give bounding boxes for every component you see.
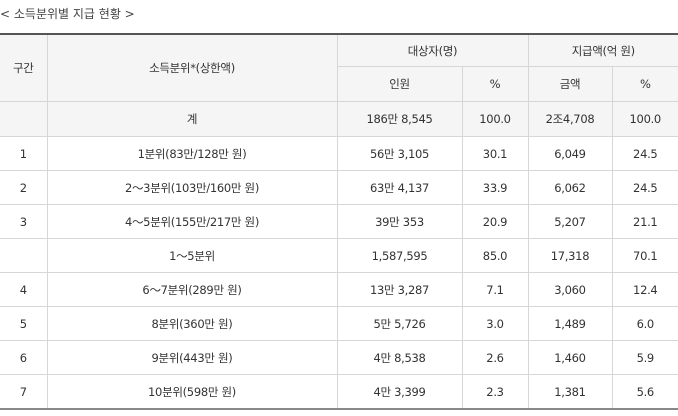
header-money: 금액 bbox=[527, 66, 613, 102]
total-row: 계 186만 8,545 100.0 2조4,708 100.0 bbox=[0, 101, 678, 137]
row-people: 39만 353 bbox=[336, 204, 463, 239]
table-row: 3 4～5분위(155만/217만 원) 39만 353 20.9 5,207 … bbox=[0, 204, 678, 239]
table-row: 6 9분위(443만 원) 4만 8,538 2.6 1,460 5.9 bbox=[0, 340, 678, 375]
table-row: 7 10분위(598만 원) 4만 3,399 2.3 1,381 5.6 bbox=[0, 374, 678, 410]
row-people: 1,587,595 bbox=[336, 238, 463, 273]
row-section: 6 bbox=[0, 340, 48, 375]
row-amount-pct: 5.9 bbox=[611, 340, 678, 375]
row-people: 4만 8,538 bbox=[336, 340, 463, 375]
total-people: 186만 8,545 bbox=[336, 101, 463, 137]
header-recipients: 대상자(명) bbox=[336, 33, 529, 67]
row-people: 63만 4,137 bbox=[336, 170, 463, 205]
row-people: 5만 5,726 bbox=[336, 306, 463, 341]
total-label: 계 bbox=[46, 101, 338, 137]
row-band: 1～5분위 bbox=[46, 238, 338, 273]
row-amount: 1,381 bbox=[527, 374, 613, 410]
row-section: 3 bbox=[0, 204, 48, 239]
row-people-pct: 85.0 bbox=[461, 238, 529, 273]
row-amount: 6,049 bbox=[527, 136, 613, 171]
row-band: 2～3분위(103만/160만 원) bbox=[46, 170, 338, 205]
row-people-pct: 20.9 bbox=[461, 204, 529, 239]
row-amount-pct: 21.1 bbox=[611, 204, 678, 239]
row-amount: 1,460 bbox=[527, 340, 613, 375]
row-people: 13만 3,287 bbox=[336, 272, 463, 307]
row-amount-pct: 5.6 bbox=[611, 374, 678, 410]
row-people-pct: 2.3 bbox=[461, 374, 529, 410]
header-people: 인원 bbox=[337, 66, 463, 102]
row-people-pct: 7.1 bbox=[461, 272, 529, 307]
header-people-pct: % bbox=[461, 66, 529, 102]
row-amount: 1,489 bbox=[527, 306, 613, 341]
total-amount: 2조4,708 bbox=[527, 101, 613, 137]
header-amount-pct: % bbox=[611, 66, 678, 102]
header-row-1: 구간 소득분위*(상한액) 대상자(명) 지급액(억 원) bbox=[0, 33, 678, 102]
row-amount-pct: 70.1 bbox=[611, 238, 678, 273]
total-section-cell bbox=[0, 101, 48, 137]
row-amount-pct: 12.4 bbox=[611, 272, 678, 307]
row-people-pct: 3.0 bbox=[461, 306, 529, 341]
row-section: 4 bbox=[0, 272, 48, 307]
table-caption: < 소득분위별 지급 현황 > bbox=[0, 7, 135, 21]
row-band: 6～7분위(289만 원) bbox=[46, 272, 338, 307]
row-band: 1분위(83만/128만 원) bbox=[46, 136, 338, 171]
row-amount: 5,207 bbox=[527, 204, 613, 239]
row-people-pct: 33.9 bbox=[461, 170, 529, 205]
payment-by-income-table: 구간 소득분위*(상한액) 대상자(명) 지급액(억 원) 인원 % 금액 % … bbox=[0, 33, 678, 410]
header-amount: 지급액(억 원) bbox=[527, 33, 678, 67]
row-people: 4만 3,399 bbox=[336, 374, 463, 410]
row-amount-pct: 24.5 bbox=[611, 136, 678, 171]
row-section: 1 bbox=[0, 136, 48, 171]
total-amount-pct: 100.0 bbox=[611, 101, 678, 137]
row-amount: 6,062 bbox=[527, 170, 613, 205]
row-band: 9분위(443만 원) bbox=[46, 340, 338, 375]
row-people-pct: 2.6 bbox=[461, 340, 529, 375]
row-section: 2 bbox=[0, 170, 48, 205]
row-section: 7 bbox=[0, 374, 48, 410]
total-people-pct: 100.0 bbox=[461, 101, 529, 137]
table-row: 5 8분위(360만 원) 5만 5,726 3.0 1,489 6.0 bbox=[0, 306, 678, 341]
table-row: 1 1분위(83만/128만 원) 56만 3,105 30.1 6,049 2… bbox=[0, 136, 678, 171]
row-people: 56만 3,105 bbox=[336, 136, 463, 171]
row-amount: 3,060 bbox=[527, 272, 613, 307]
row-section bbox=[0, 238, 48, 273]
row-band: 4～5분위(155만/217만 원) bbox=[46, 204, 338, 239]
row-people-pct: 30.1 bbox=[461, 136, 529, 171]
header-income-band: 소득분위*(상한액) bbox=[46, 33, 338, 102]
row-band: 10분위(598만 원) bbox=[46, 374, 338, 410]
row-amount-pct: 6.0 bbox=[611, 306, 678, 341]
row-band: 8분위(360만 원) bbox=[46, 306, 338, 341]
row-section: 5 bbox=[0, 306, 48, 341]
row-amount: 17,318 bbox=[527, 238, 613, 273]
table-row: 4 6～7분위(289만 원) 13만 3,287 7.1 3,060 12.4 bbox=[0, 272, 678, 307]
subtotal-row: 1～5분위 1,587,595 85.0 17,318 70.1 bbox=[0, 238, 678, 273]
row-amount-pct: 24.5 bbox=[611, 170, 678, 205]
header-section: 구간 bbox=[0, 33, 48, 102]
table-row: 2 2～3분위(103만/160만 원) 63만 4,137 33.9 6,06… bbox=[0, 170, 678, 205]
